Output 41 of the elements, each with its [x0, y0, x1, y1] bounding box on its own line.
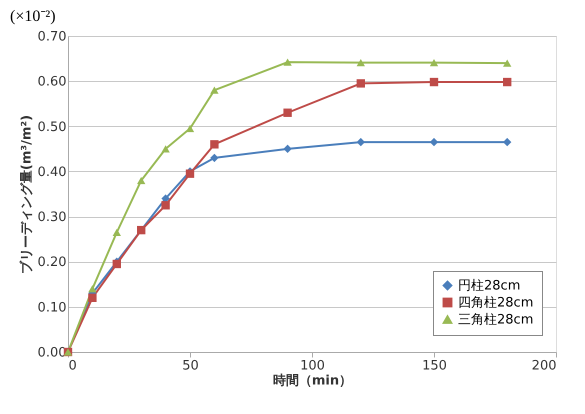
legend-label: 三角柱28cm — [458, 312, 534, 328]
y-tick-label: 0.40 — [38, 164, 66, 180]
point — [161, 201, 170, 210]
x-tick-label: 0 — [68, 358, 77, 374]
x-tick-label: 50 — [182, 358, 199, 374]
point — [161, 145, 170, 152]
point — [503, 59, 512, 67]
x-tick-label: 150 — [422, 358, 447, 374]
point — [356, 59, 365, 66]
legend-label: 四角柱28cm — [458, 296, 534, 310]
point — [503, 78, 512, 86]
point — [283, 58, 292, 66]
y-tick-label: 0.50 — [38, 120, 66, 135]
point — [88, 285, 97, 292]
point — [112, 260, 121, 268]
point — [112, 228, 121, 236]
point — [88, 294, 97, 302]
x-tick-label: 100 — [300, 358, 325, 374]
y-tick-label: 0.60 — [38, 74, 66, 90]
y-tick-label: 0.10 — [38, 300, 66, 316]
point — [186, 170, 194, 178]
legend-label: 円柱28cm — [458, 278, 520, 294]
point — [430, 59, 438, 66]
point — [430, 78, 438, 86]
point — [503, 138, 512, 146]
y-tick-label: 0.20 — [38, 255, 66, 270]
y-axis-title: ブリーディング量(m³/m²) — [18, 114, 35, 274]
y-tick-label: 0.30 — [38, 210, 66, 226]
point — [356, 79, 365, 88]
point — [356, 138, 365, 146]
point — [283, 144, 292, 154]
y-tick-label: 0.70 — [38, 30, 66, 44]
x-tick-label: 200 — [532, 358, 556, 374]
point — [137, 176, 146, 184]
chart-title: (×10⁻²) — [10, 8, 56, 25]
x-axis-title: 時間（min） — [272, 374, 352, 388]
point — [283, 108, 292, 117]
point — [210, 86, 219, 94]
point — [210, 140, 219, 149]
point — [430, 138, 438, 146]
point — [210, 154, 219, 162]
